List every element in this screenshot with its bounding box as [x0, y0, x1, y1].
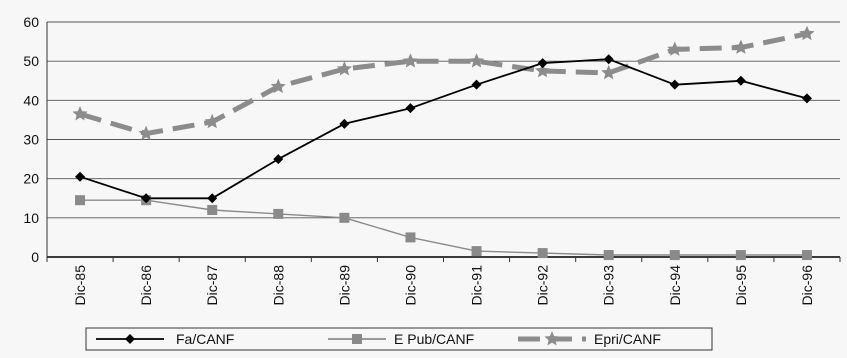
legend-label: E Pub/CANF	[394, 331, 474, 347]
data-point	[669, 79, 680, 90]
data-point	[801, 93, 812, 104]
data-point	[735, 250, 746, 261]
legend-marker	[352, 334, 362, 344]
series-line	[79, 58, 808, 200]
x-tick-label: Dic-85	[72, 265, 88, 306]
data-point	[207, 193, 218, 204]
x-tick-label: Dic-89	[336, 265, 352, 306]
legend-entry-2: Epri/CANF	[518, 331, 661, 347]
data-point	[207, 205, 218, 215]
y-tick-label: 50	[23, 53, 39, 69]
y-tick-label: 40	[23, 92, 39, 108]
x-tick-label: Dic-96	[799, 265, 815, 306]
data-point	[801, 250, 812, 261]
x-tick-label: Dic-86	[138, 265, 154, 306]
data-point	[270, 78, 286, 94]
data-point	[471, 79, 482, 90]
data-point	[405, 232, 416, 243]
x-tick-label: Dic-95	[733, 265, 749, 306]
x-tick-labels: Dic-85 Dic-86 Dic-87 Dic-88 Dic-89 Dic-90 Dic-…	[72, 265, 815, 306]
series-2	[72, 25, 815, 141]
data-point	[537, 58, 548, 69]
x-tick-label: Dic-93	[601, 265, 617, 306]
y-tick-label: 60	[23, 14, 39, 30]
series-0	[75, 54, 812, 204]
data-point	[405, 103, 416, 114]
data-point	[733, 39, 749, 54]
y-tick-label: 20	[23, 171, 39, 187]
data-point	[402, 53, 419, 68]
legend-label: Fa/CANF	[176, 331, 234, 347]
legend: Fa/CANF E Pub/CANF Epri/CANF	[85, 327, 713, 351]
y-tick-labels: 0 10 20 30 40 50 60	[23, 14, 39, 265]
x-tick-label: Dic-90	[402, 265, 418, 306]
legend-label: Epri/CANF	[594, 331, 661, 347]
data-point	[273, 208, 284, 219]
axes	[46, 22, 841, 262]
x-tick-label: Dic-88	[270, 265, 286, 306]
data-point	[339, 212, 350, 223]
series-line	[80, 199, 807, 256]
series-lines	[72, 25, 815, 261]
data-point	[799, 25, 815, 41]
data-point	[535, 63, 551, 78]
data-point	[75, 195, 86, 206]
data-point	[669, 250, 680, 261]
data-point	[601, 64, 617, 80]
legend-entry-1: E Pub/CANF	[328, 331, 474, 347]
x-tick-label: Dic-91	[469, 265, 485, 306]
data-point	[667, 41, 683, 56]
data-point	[75, 171, 86, 182]
legend-marker	[544, 331, 560, 346]
data-point	[339, 118, 350, 129]
data-point	[273, 154, 284, 165]
data-point	[72, 106, 88, 121]
series-line	[79, 31, 808, 137]
data-point	[603, 54, 614, 65]
x-tick-label: Dic-94	[667, 265, 683, 306]
data-point	[468, 53, 485, 68]
legend-marker	[125, 334, 135, 344]
y-tick-label: 10	[23, 210, 39, 226]
data-point	[735, 75, 746, 86]
x-tick-label: Dic-92	[535, 265, 551, 306]
data-point	[336, 61, 352, 76]
y-tick-label: 0	[31, 249, 39, 265]
x-tick-label: Dic-87	[204, 265, 220, 306]
data-point	[141, 193, 152, 204]
data-point	[537, 248, 548, 259]
data-point	[204, 113, 220, 129]
data-point	[603, 250, 614, 261]
y-tick-label: 30	[23, 132, 39, 148]
data-point	[138, 125, 154, 141]
legend-entry-0: Fa/CANF	[96, 331, 234, 347]
data-point	[471, 246, 482, 257]
